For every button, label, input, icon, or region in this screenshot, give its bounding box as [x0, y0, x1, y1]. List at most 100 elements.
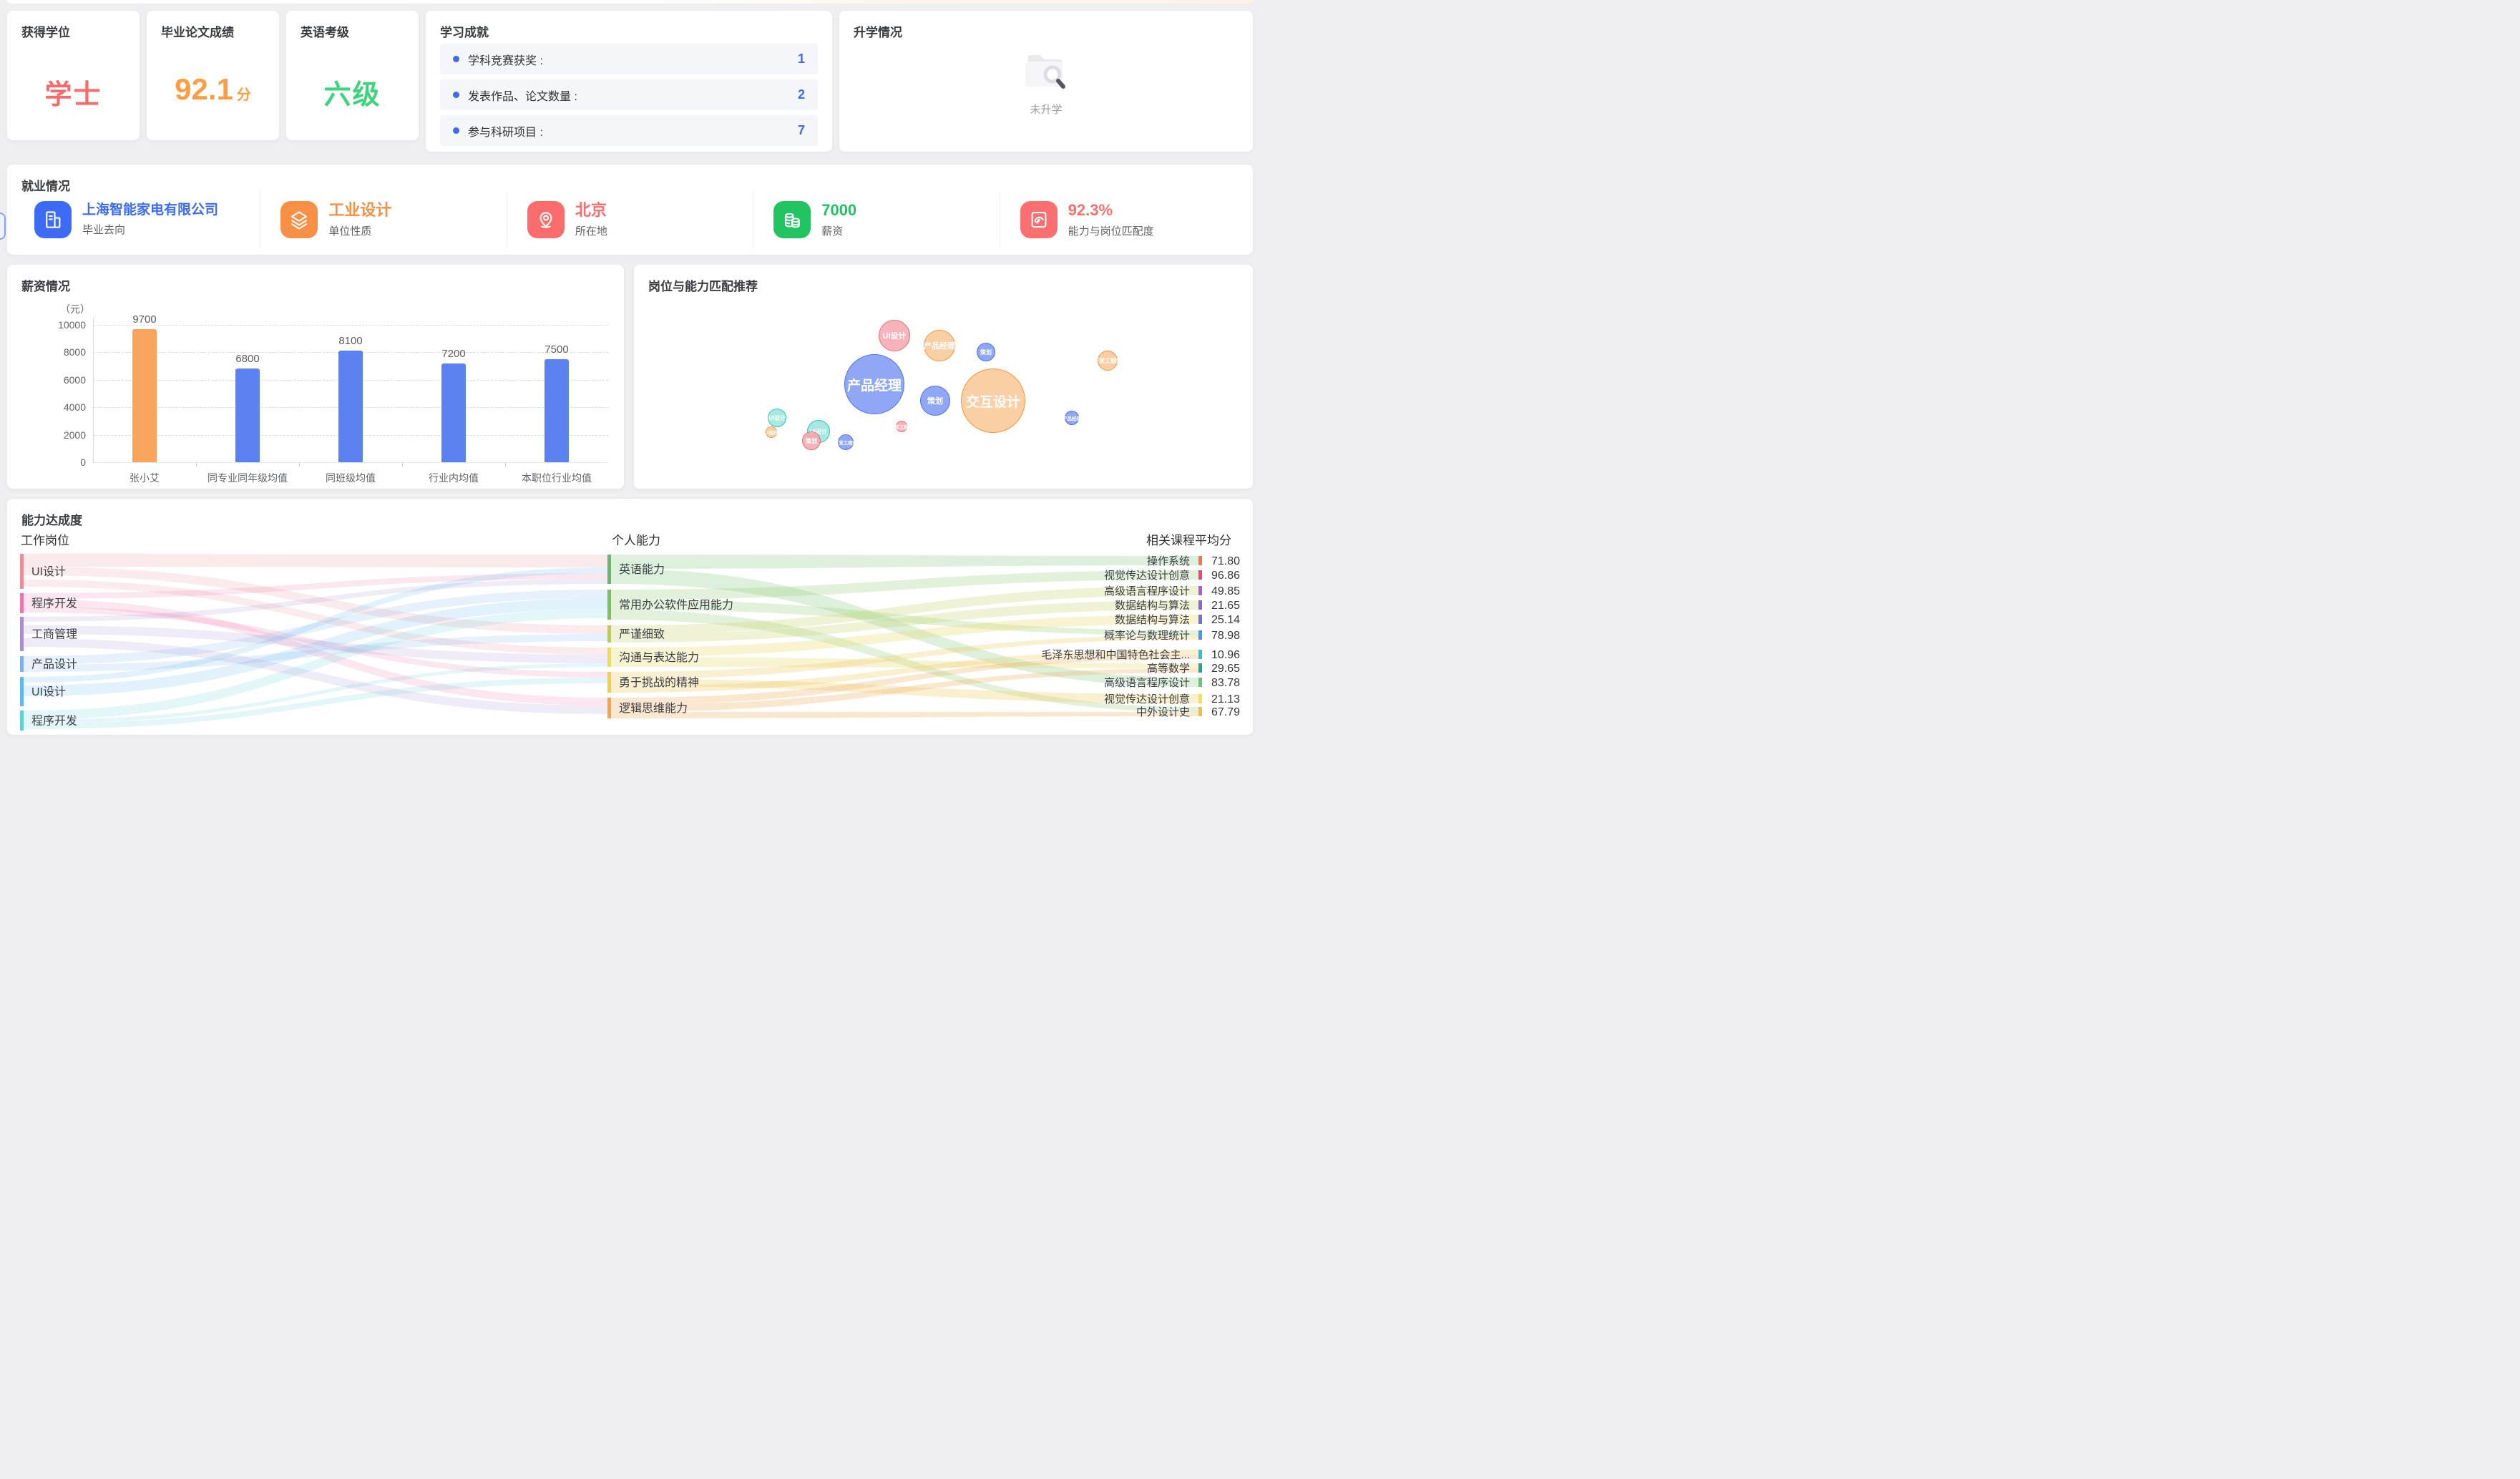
- sankey-node-数据结构与算法[interactable]: [1198, 600, 1202, 610]
- sankey-node-label: 高级语言程序设计: [1104, 677, 1190, 689]
- sankey-node-高级语言程序设计[interactable]: [1198, 586, 1202, 595]
- employment-value: 7000: [821, 201, 857, 220]
- employment-value: 工业设计: [328, 201, 392, 220]
- sankey-node-视觉传达设计创意[interactable]: [1198, 694, 1202, 703]
- sankey-node-沟通与表达能力[interactable]: [607, 648, 611, 667]
- sankey-link: [611, 610, 1198, 712]
- bar-value-label: 9700: [132, 313, 157, 326]
- course-average-score: 67.79: [1211, 706, 1240, 718]
- sankey-node-label: UI设计: [31, 685, 66, 698]
- sankey-node-UI设计[interactable]: [20, 677, 24, 706]
- sankey-link: [611, 600, 1198, 635]
- achievement-value: 1: [797, 52, 805, 66]
- bubble-chart: UI设计 产品经理 策划 开发工程师 产品经理 策划 交互设计 产品经理 UI设计 UI设计 UI设…: [634, 265, 1253, 489]
- sankey-node-逻辑思维能力[interactable]: [607, 698, 611, 718]
- sankey-node-操作系统[interactable]: [1198, 556, 1202, 565]
- sankey-node-数据结构与算法[interactable]: [1198, 615, 1202, 624]
- sankey-node-视觉传达设计创意[interactable]: [1198, 570, 1202, 580]
- english-level-card: 英语考级 六级: [286, 11, 419, 140]
- sankey-node-中外设计史[interactable]: [1198, 707, 1202, 716]
- salary-bar-同专业同年级均值[interactable]: [235, 368, 260, 462]
- sankey-link: [24, 663, 607, 723]
- sankey-link: [611, 586, 1198, 634]
- employment-card: 就业情况 上海智能家电有限公司 毕业去向: [7, 165, 1253, 255]
- bullet-dot-icon: [453, 92, 459, 98]
- card-title: 能力达成度: [21, 514, 82, 527]
- match-bubble-UI设计[interactable]: UI设计: [879, 320, 910, 351]
- match-bubble-策划[interactable]: 策划: [802, 431, 821, 450]
- edge-widget[interactable]: [0, 213, 6, 240]
- bar-value-label: 8100: [338, 335, 363, 348]
- thesis-score-value: 92.1 分: [147, 72, 279, 107]
- match-bubble-开发工程师[interactable]: 开发工程师: [890, 421, 913, 432]
- y-axis: [93, 318, 94, 462]
- sankey-node-label: 视觉传达设计创意: [1104, 569, 1190, 582]
- empty-state: 未升学: [839, 48, 1253, 117]
- card-title: 升学情况: [854, 26, 902, 39]
- sankey-node-勇于挑战的精神[interactable]: [607, 672, 611, 693]
- coins-icon: [773, 201, 811, 238]
- employment-value: 上海智能家电有限公司: [82, 202, 219, 218]
- sankey-node-概率论与数理统计[interactable]: [1198, 630, 1202, 640]
- x-axis-tick: [299, 463, 300, 467]
- y-axis-tick: 6000: [63, 374, 86, 386]
- match-bubble-产品经理[interactable]: 产品经理: [1063, 411, 1081, 425]
- sankey-node-label: 逻辑思维能力: [619, 702, 688, 715]
- match-bubble-策划[interactable]: 策划: [920, 386, 950, 416]
- sankey-link: [611, 570, 1198, 600]
- achievement-value: 2: [797, 87, 805, 102]
- x-axis-category-label: 行业内均值: [429, 472, 479, 484]
- employment-label: 能力与岗位匹配度: [1068, 225, 1154, 238]
- match-bubble-交互设计[interactable]: 交互设计: [961, 368, 1025, 433]
- match-bubble-产品经理[interactable]: 产品经理: [844, 354, 904, 414]
- sankey-node-英语能力[interactable]: [607, 555, 611, 584]
- sankey-node-产品设计[interactable]: [20, 656, 24, 672]
- salary-bar-同班级均值[interactable]: [338, 351, 363, 462]
- sankey-node-程序开发[interactable]: [20, 711, 24, 731]
- match-bubble-开发工程师[interactable]: 开发工程师: [1093, 351, 1122, 371]
- course-average-score: 71.80: [1211, 555, 1240, 567]
- salary-bar-本职位行业均值[interactable]: [544, 359, 569, 462]
- salary-bar-行业内均值[interactable]: [441, 363, 466, 462]
- employment-label: 毕业去向: [82, 223, 126, 236]
- match-bubble-UI设计[interactable]: UI设计: [768, 409, 786, 427]
- dashboard-page: 获得学位 学士 毕业论文成绩 92.1 分 英语考级 六级 学习成就 学科竞赛获奖…: [0, 0, 1260, 740]
- sankey-node-label: 程序开发: [31, 597, 77, 610]
- ability-sankey-card: 能力达成度 工作岗位 个人能力 相关课程平均分 UI设计 程序开发 工商管理 产品设计…: [7, 499, 1253, 735]
- sankey-node-程序开发[interactable]: [20, 593, 24, 613]
- employment-items: 上海智能家电有限公司 毕业去向 工业设计 单位性质: [14, 192, 1246, 248]
- course-average-score: 21.13: [1211, 693, 1240, 706]
- y-axis-tick: 2000: [63, 429, 86, 441]
- card-title: 薪资情况: [21, 280, 70, 293]
- match-bubble-开发工程师[interactable]: 开发工程师: [834, 434, 857, 450]
- list-item: 学科竞赛获奖 : 1: [440, 44, 818, 74]
- match-bubble-UI设计[interactable]: UI设计: [764, 426, 778, 438]
- salary-chart: （元） 0 2000 4000 6000 8000 10000 9700 张小艾 6800 同专业同…: [7, 265, 624, 489]
- sankey-node-工商管理[interactable]: [20, 617, 24, 651]
- achievement-label: 发表作品、论文数量 :: [468, 90, 577, 103]
- sankey-node-label: 视觉传达设计创意: [1104, 693, 1190, 706]
- sankey-link: [24, 567, 607, 634]
- sankey-node-label: 产品设计: [31, 658, 77, 671]
- card-title: 就业情况: [21, 180, 70, 193]
- sankey-node-label: 勇于挑战的精神: [619, 676, 699, 689]
- match-bubble-产品经理[interactable]: 产品经理: [924, 330, 955, 361]
- salary-bar-张小艾[interactable]: [132, 328, 157, 462]
- achievement-value: 7: [797, 123, 805, 137]
- sankey-link: [24, 590, 607, 665]
- degree-value: 学士: [44, 80, 102, 110]
- achievement-label: 学科竞赛获奖 :: [468, 54, 543, 67]
- sankey-node-严谨细致[interactable]: [607, 625, 611, 643]
- sankey-column-header: 个人能力: [612, 534, 660, 547]
- sankey-node-高级语言程序设计[interactable]: [1198, 678, 1202, 687]
- sankey-node-常用办公软件应用能力[interactable]: [607, 590, 611, 620]
- sankey-node-UI设计[interactable]: [20, 554, 24, 589]
- sankey-node-label: 操作系统: [1147, 555, 1190, 567]
- match-bubble-策划[interactable]: 策划: [977, 343, 995, 361]
- sankey-link: [24, 599, 607, 706]
- sankey-node-label: 英语能力: [619, 563, 665, 576]
- course-average-score: 49.85: [1211, 585, 1240, 597]
- sankey-node-毛泽东思想和中国特色社会主...[interactable]: [1198, 650, 1202, 659]
- x-axis-tick: [402, 463, 403, 467]
- sankey-node-高等数学[interactable]: [1198, 663, 1202, 673]
